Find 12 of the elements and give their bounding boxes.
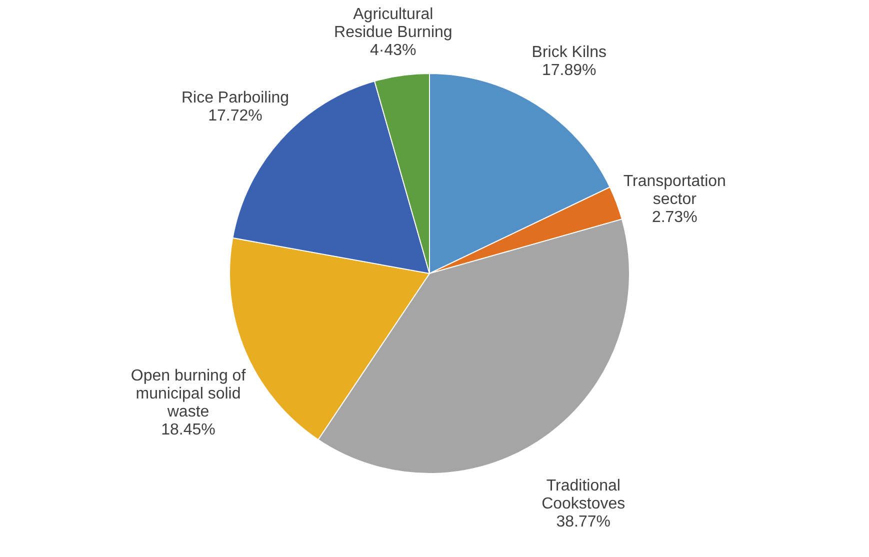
data-label: 17.72%: [208, 108, 262, 125]
data-label: 2.73%: [652, 208, 698, 226]
data-label: 18.45%: [161, 422, 216, 439]
data-label: 4·43%: [370, 42, 416, 60]
data-label: 38.77%: [556, 514, 611, 531]
data-label: 17.89%: [542, 62, 596, 79]
slice-label: Traditional Cookstoves: [542, 478, 626, 513]
slice-label: Rice Parboiling: [181, 90, 290, 107]
slice-label: Transportation sector: [623, 172, 726, 208]
slice-label: Brick Kilns: [532, 44, 606, 61]
slice-label: Agricultural Residue Burning: [334, 6, 452, 42]
slice-label: Open burning of municipal solid waste: [130, 368, 246, 421]
